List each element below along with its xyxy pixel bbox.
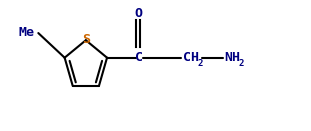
Text: NH: NH bbox=[225, 51, 241, 64]
Text: Me: Me bbox=[19, 26, 35, 39]
Text: O: O bbox=[134, 7, 142, 20]
Text: C: C bbox=[135, 51, 143, 64]
Text: S: S bbox=[82, 33, 90, 46]
Text: CH: CH bbox=[183, 51, 199, 64]
Text: 2: 2 bbox=[239, 59, 244, 68]
Text: 2: 2 bbox=[197, 59, 202, 68]
